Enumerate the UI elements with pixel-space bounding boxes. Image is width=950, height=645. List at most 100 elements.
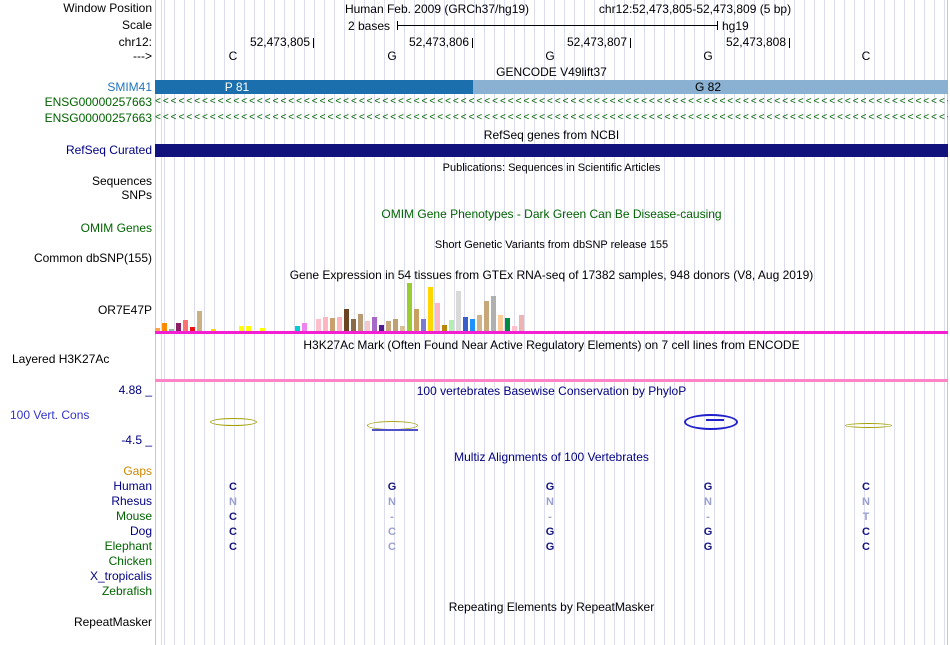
reference-base: C	[228, 49, 238, 63]
species-label-chicken[interactable]: Chicken	[108, 554, 152, 568]
alignment-base: C	[229, 511, 237, 523]
phylop-name-label[interactable]: 100 Vert. Cons	[10, 408, 90, 422]
ruler-coordinate: 52,473,807	[566, 35, 627, 49]
gencode-track-title[interactable]: GENCODE V49lift37	[496, 65, 607, 79]
ruler-tick	[630, 38, 631, 48]
gtex-bar	[365, 321, 370, 331]
gtex-bar	[414, 309, 419, 331]
base-position-gridlines	[155, 0, 948, 645]
alignment-base: C	[862, 526, 870, 538]
smim41-exon-dark[interactable]	[155, 80, 473, 94]
ensg-transcript-arrows-1[interactable]: <<<<<<<<<<<<<<<<<<<<<<<<<<<<<<<<<<<<<<<<…	[155, 96, 948, 107]
snps-label[interactable]: SNPs	[121, 188, 152, 202]
gene-label-smim41[interactable]: SMIM41	[107, 80, 152, 94]
coordinate-ruler: 52,473,805 52,473,806 52,473,807 52,473,808	[0, 36, 950, 49]
refseq-track-title[interactable]: RefSeq genes from NCBI	[483, 128, 620, 142]
alignment-base: C	[229, 526, 237, 538]
gtex-bar	[176, 323, 181, 331]
gtex-bar	[295, 326, 300, 331]
repeatmasker-track-title[interactable]: Repeating Elements by RepeatMasker	[448, 600, 655, 614]
gtex-track-title[interactable]: Gene Expression in 54 tissues from GTEx …	[289, 268, 814, 282]
gtex-bar	[323, 317, 328, 331]
species-label-human[interactable]: Human	[113, 479, 152, 493]
species-label-mouse[interactable]: Mouse	[115, 509, 152, 523]
reference-base: G	[703, 49, 713, 63]
scale-assembly: hg19	[722, 19, 749, 33]
species-label-zebrafish[interactable]: Zebrafish	[101, 584, 152, 598]
left-boundary-line	[155, 0, 156, 645]
sequences-label[interactable]: Sequences	[91, 174, 152, 188]
repeatmasker-label[interactable]: RepeatMasker	[73, 615, 152, 629]
ruler-tick	[789, 38, 790, 48]
position-title: chr12:52,473,805-52,473,809 (5 bp)	[598, 2, 792, 16]
multiz-track-title[interactable]: Multiz Alignments of 100 Vertebrates	[454, 450, 649, 464]
h3k27ac-label[interactable]: Layered H3K27Ac	[12, 352, 110, 366]
gtex-bar	[302, 323, 307, 331]
gtex-bar	[330, 318, 335, 331]
alignment-base: -	[706, 511, 710, 523]
gtex-bar	[477, 315, 482, 331]
ensg-label-2[interactable]: ENSG00000257663	[44, 111, 152, 125]
gtex-bar	[428, 287, 433, 331]
publications-track-title[interactable]: Publications: Sequences in Scientific Ar…	[442, 162, 661, 174]
alignment-base: -	[548, 511, 552, 523]
gtex-bar	[505, 318, 510, 331]
dbsnp-label[interactable]: Common dbSNP(155)	[33, 251, 152, 265]
ruler-tick	[472, 38, 473, 48]
gtex-bar	[162, 323, 167, 331]
species-label-x_tropicalis[interactable]: X_tropicalis	[89, 569, 152, 583]
gtex-bar	[407, 283, 412, 331]
window-position-label: Window Position	[63, 1, 152, 15]
gtex-expression-bars[interactable]	[155, 283, 575, 331]
gtex-bar	[400, 326, 405, 331]
gtex-bar	[421, 319, 426, 331]
alignment-base: C	[388, 541, 396, 553]
gtex-bar	[169, 329, 174, 331]
ensg-label-1[interactable]: ENSG00000257663	[44, 95, 152, 109]
multiz-alignment-rows: Gaps Human C G G G C Rhesus N N N N N Mouse C - - - T Dog C C…	[0, 465, 950, 605]
omim-genes-label[interactable]: OMIM Genes	[80, 221, 152, 235]
gtex-bar	[190, 327, 195, 331]
ruler-coordinate: 52,473,805	[249, 35, 310, 49]
alignment-base: T	[862, 511, 870, 523]
alignment-base: N	[388, 496, 396, 508]
refseq-curated-bar[interactable]	[155, 144, 948, 157]
dbsnp-track-title[interactable]: Short Genetic Variants from dbSNP releas…	[434, 239, 669, 251]
species-label-gaps[interactable]: Gaps	[123, 464, 152, 478]
gtex-bar	[239, 326, 244, 331]
gtex-bar	[337, 317, 342, 331]
gtex-bar	[470, 319, 475, 331]
species-label-dog[interactable]: Dog	[129, 524, 152, 538]
species-label-rhesus[interactable]: Rhesus	[111, 494, 152, 508]
gtex-bar	[358, 314, 363, 331]
alignment-base: G	[703, 526, 713, 538]
phylop-track-title[interactable]: 100 vertebrates Basewise Conservation by…	[416, 384, 687, 398]
gtex-gene-label[interactable]: OR7E47P	[97, 303, 152, 317]
refseq-curated-label[interactable]: RefSeq Curated	[65, 143, 152, 157]
omim-track-title[interactable]: OMIM Gene Phenotypes - Dark Green Can Be…	[381, 207, 722, 221]
smim41-exon-light[interactable]	[473, 80, 948, 94]
alignment-row-mouse: C---T	[155, 510, 948, 525]
gtex-bar	[316, 319, 321, 331]
alignment-base: C	[862, 541, 870, 553]
gtex-bar	[379, 325, 384, 331]
reference-base: G	[387, 49, 397, 63]
reference-base: G	[545, 49, 555, 63]
species-label-elephant[interactable]: Elephant	[104, 539, 152, 553]
alignment-base: G	[545, 541, 555, 553]
codon-g82: G 82	[694, 80, 721, 94]
gtex-bar	[463, 317, 468, 331]
reference-base: C	[861, 49, 871, 63]
gtex-bar	[344, 309, 349, 331]
strand-arrow-label: --->	[133, 49, 152, 63]
assembly-title: Human Feb. 2009 (GRCh37/hg19)	[344, 2, 530, 16]
ruler-coordinate: 52,473,806	[408, 35, 469, 49]
h3k27ac-track-title[interactable]: H3K27Ac Mark (Often Found Near Active Re…	[303, 338, 800, 352]
gtex-bar	[491, 296, 496, 331]
ensg-transcript-arrows-2[interactable]: <<<<<<<<<<<<<<<<<<<<<<<<<<<<<<<<<<<<<<<<…	[155, 112, 948, 123]
h3k27ac-baseline	[155, 379, 948, 382]
